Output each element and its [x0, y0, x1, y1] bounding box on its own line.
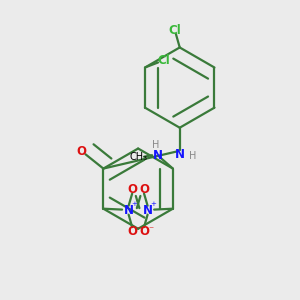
Text: O: O [139, 184, 149, 196]
Text: N: N [175, 148, 185, 161]
Text: Cl: Cl [168, 24, 181, 37]
Text: +: + [131, 201, 137, 207]
Text: O: O [127, 225, 137, 238]
Text: O: O [76, 145, 86, 158]
Text: ⁻: ⁻ [148, 225, 153, 235]
Text: H: H [188, 151, 196, 161]
Text: O: O [127, 184, 137, 196]
Text: N: N [142, 204, 153, 217]
Text: O: O [139, 225, 149, 238]
Text: H: H [152, 140, 160, 150]
Text: +: + [150, 201, 156, 207]
Text: Cl: Cl [157, 54, 170, 67]
Text: ⁻: ⁻ [136, 225, 142, 235]
Text: N: N [124, 204, 134, 217]
Text: CH₃: CH₃ [129, 152, 147, 162]
Text: N: N [152, 149, 162, 162]
